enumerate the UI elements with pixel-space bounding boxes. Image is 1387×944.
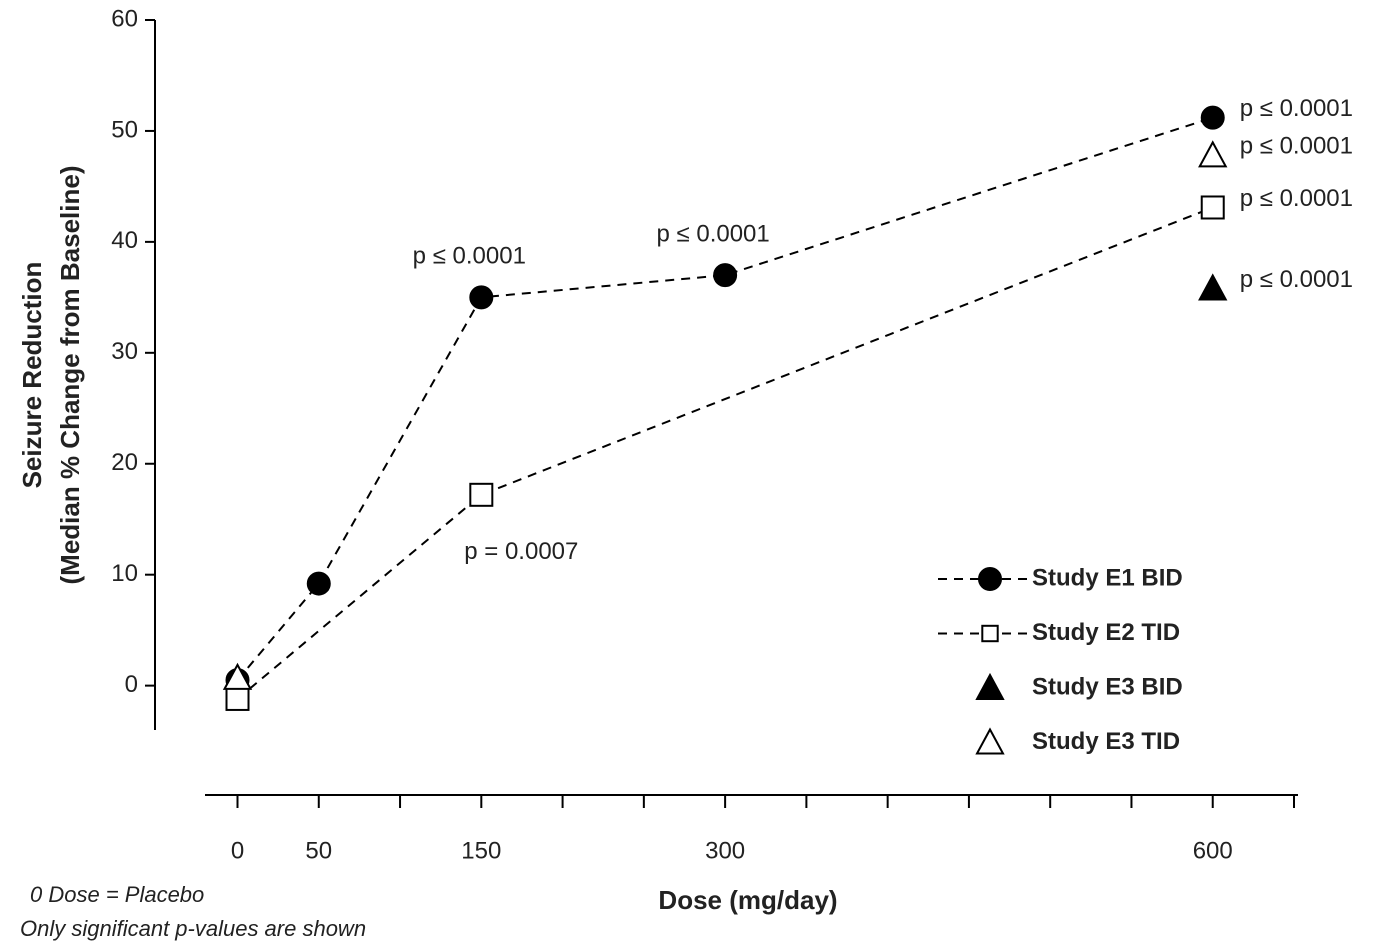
- x-tick-label: 0: [231, 837, 244, 864]
- marker-triangle: [1198, 140, 1228, 168]
- x-tick-label: 600: [1193, 837, 1233, 864]
- marker-circle: [1200, 105, 1225, 130]
- x-axis-label: Dose (mg/day): [658, 885, 837, 915]
- y-axis-label: (Median % Change from Baseline): [55, 166, 85, 585]
- marker-circle: [978, 567, 1002, 591]
- p-value-annotation: p ≤ 0.0001: [413, 243, 526, 270]
- marker-square: [469, 482, 494, 507]
- footnote: Only significant p-values are shown: [20, 916, 366, 941]
- marker-square: [1200, 195, 1225, 220]
- marker-circle: [713, 263, 738, 288]
- p-value-annotation: p ≤ 0.0001: [1240, 133, 1353, 160]
- y-axis-label: Seizure Reduction: [17, 262, 47, 489]
- x-tick-label: 300: [705, 837, 745, 864]
- marker-square: [225, 686, 250, 711]
- x-tick-label: 50: [305, 837, 332, 864]
- p-value-annotation: p ≤ 0.0001: [656, 221, 769, 248]
- legend-label: Study E3 TID: [1032, 728, 1180, 755]
- p-value-annotation: p ≤ 0.0001: [1240, 185, 1353, 212]
- marker-triangle: [975, 727, 1005, 755]
- y-tick-label: 30: [111, 338, 138, 365]
- marker-circle: [306, 571, 331, 596]
- legend-label: Study E2 TID: [1032, 619, 1180, 646]
- y-tick-label: 50: [111, 116, 138, 143]
- marker-triangle: [1198, 273, 1228, 301]
- y-tick-label: 40: [111, 227, 138, 254]
- marker-square: [981, 624, 999, 643]
- x-tick-label: 150: [461, 837, 501, 864]
- y-tick-label: 0: [125, 671, 138, 698]
- marker-circle: [469, 285, 494, 310]
- marker-triangle: [975, 672, 1005, 701]
- p-value-annotation: p = 0.0007: [464, 538, 578, 565]
- p-value-annotation: p ≤ 0.0001: [1240, 95, 1353, 122]
- legend-label: Study E3 BID: [1032, 673, 1183, 700]
- y-tick-label: 10: [111, 560, 138, 587]
- legend-label: Study E1 BID: [1032, 564, 1183, 591]
- footnote: 0 Dose = Placebo: [30, 882, 204, 907]
- marker-triangle: [222, 662, 253, 690]
- y-tick-label: 20: [111, 449, 138, 476]
- p-value-annotation: p ≤ 0.0001: [1240, 266, 1353, 293]
- y-tick-label: 60: [111, 5, 138, 32]
